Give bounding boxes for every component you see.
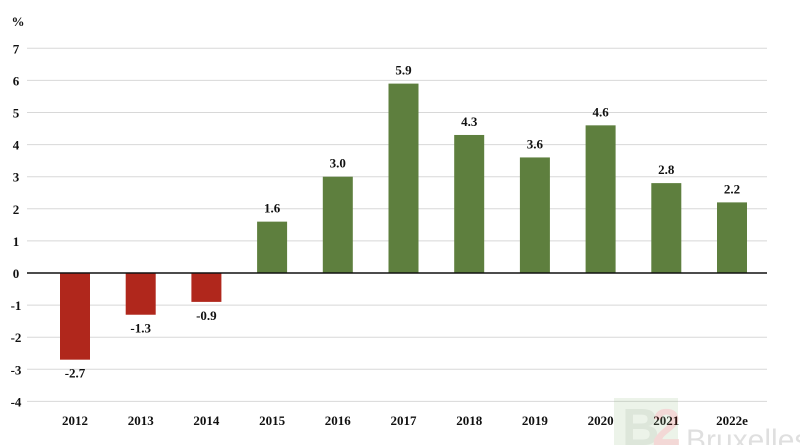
y-tick-label: 3 [13, 170, 20, 185]
bar-2016 [322, 176, 353, 273]
data-label: -1.3 [130, 321, 151, 336]
y-tick-label: -3 [11, 362, 22, 377]
y-tick-label: 6 [13, 73, 20, 88]
bar-2014 [191, 273, 222, 302]
y-tick-label: -4 [11, 394, 22, 409]
data-label: -2.7 [65, 366, 86, 381]
x-tick-label: 2021 [653, 413, 679, 428]
bar-2012 [60, 273, 90, 360]
x-tick-label: 2014 [193, 413, 220, 428]
data-label: 4.3 [461, 114, 478, 129]
data-label: 5.9 [395, 63, 412, 78]
bar-2018 [454, 134, 485, 273]
y-tick-label: 1 [13, 234, 20, 249]
data-label: 3.6 [527, 136, 544, 151]
data-label: 3.0 [330, 156, 346, 171]
bar-2017 [388, 83, 419, 273]
x-tick-label: 2015 [259, 413, 286, 428]
data-label: 2.8 [658, 162, 675, 177]
data-label: 4.6 [592, 104, 609, 119]
y-axis-label: % [12, 14, 25, 29]
x-tick-label: 2022e [716, 413, 748, 428]
x-tick-label: 2012 [62, 413, 88, 428]
y-tick-label: -1 [11, 298, 22, 313]
data-label: -0.9 [196, 308, 217, 323]
bar-2022e [717, 202, 747, 273]
y-tick-label: 4 [13, 138, 20, 153]
data-label: 1.6 [264, 201, 281, 216]
x-tick-label: 2019 [522, 413, 549, 428]
y-tick-label: -2 [11, 330, 22, 345]
x-tick-label: 2017 [391, 413, 418, 428]
bar-2021 [651, 183, 682, 273]
y-tick-label: 7 [13, 41, 20, 56]
bar-2015 [257, 221, 288, 273]
x-tick-label: 2013 [128, 413, 155, 428]
x-tick-label: 2020 [588, 413, 614, 428]
x-tick-label: 2018 [456, 413, 483, 428]
x-tick-label: 2016 [325, 413, 352, 428]
y-tick-label: 5 [13, 106, 20, 121]
bar-2019 [519, 157, 550, 273]
bar-2020 [585, 125, 616, 273]
bar-2013 [125, 273, 156, 315]
y-tick-label: 2 [13, 202, 20, 217]
data-label: 2.2 [724, 181, 740, 196]
y-tick-label: 0 [13, 266, 20, 281]
